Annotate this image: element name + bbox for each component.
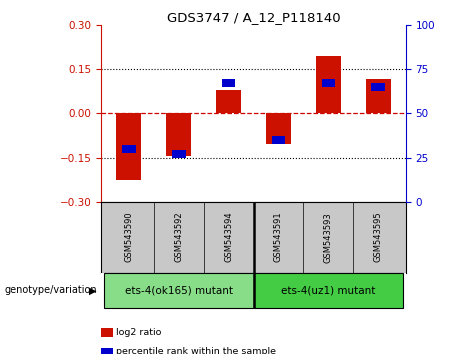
Bar — [266, 113, 291, 144]
Text: genotype/variation: genotype/variation — [5, 285, 97, 295]
Text: GSM543590: GSM543590 — [124, 212, 133, 263]
Title: GDS3747 / A_12_P118140: GDS3747 / A_12_P118140 — [167, 11, 340, 24]
Text: GSM543595: GSM543595 — [374, 212, 383, 263]
Bar — [254, 273, 403, 308]
Bar — [316, 56, 341, 113]
Bar — [321, 79, 335, 87]
Bar — [372, 83, 385, 91]
Text: ets-4(uz1) mutant: ets-4(uz1) mutant — [281, 285, 376, 295]
Bar — [166, 113, 191, 156]
Text: GSM543593: GSM543593 — [324, 212, 333, 263]
Bar — [366, 79, 391, 113]
Text: GSM543592: GSM543592 — [174, 212, 183, 263]
Text: ets-4(ok165) mutant: ets-4(ok165) mutant — [125, 285, 233, 295]
Bar — [222, 79, 236, 87]
Bar — [272, 136, 285, 144]
Text: log2 ratio: log2 ratio — [116, 328, 161, 337]
Bar — [122, 145, 136, 153]
Bar — [216, 90, 241, 113]
Text: percentile rank within the sample: percentile rank within the sample — [116, 347, 276, 354]
Text: GSM543591: GSM543591 — [274, 212, 283, 263]
Bar — [116, 113, 142, 180]
Bar — [172, 150, 186, 158]
Text: GSM543594: GSM543594 — [224, 212, 233, 263]
Bar — [104, 273, 254, 308]
Text: ▶: ▶ — [89, 285, 97, 295]
